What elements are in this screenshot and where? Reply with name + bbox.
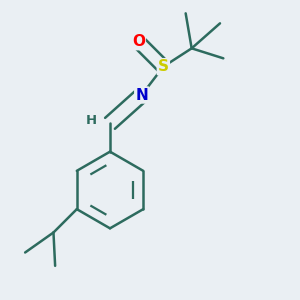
Text: H: H (86, 114, 97, 127)
Text: S: S (158, 59, 169, 74)
Text: N: N (135, 88, 148, 103)
Text: O: O (132, 34, 145, 49)
